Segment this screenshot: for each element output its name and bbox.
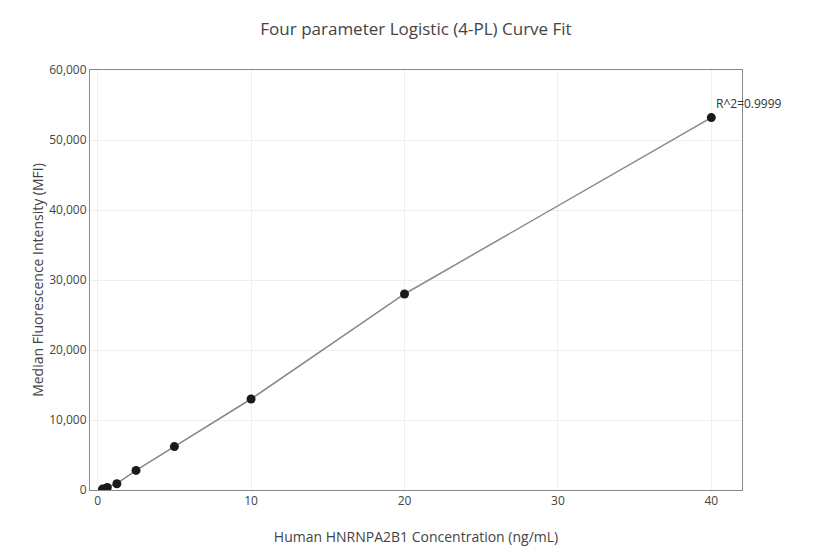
svg-text:Four parameter Logistic (4-PL): Four parameter Logistic (4-PL) Curve Fit xyxy=(260,17,571,40)
svg-text:40,000: 40,000 xyxy=(49,201,87,218)
svg-text:10,000: 10,000 xyxy=(49,411,87,428)
svg-text:Human HNRNPA2B1 Concentration: Human HNRNPA2B1 Concentration (ng/mL) xyxy=(274,527,558,546)
svg-text:20,000: 20,000 xyxy=(49,341,87,358)
svg-text:0: 0 xyxy=(80,481,87,498)
svg-text:10: 10 xyxy=(244,492,258,509)
svg-text:30: 30 xyxy=(551,492,565,509)
svg-text:R^2=0.9999: R^2=0.9999 xyxy=(716,95,782,112)
svg-text:40: 40 xyxy=(704,492,718,509)
svg-text:0: 0 xyxy=(94,492,101,509)
svg-text:60,000: 60,000 xyxy=(49,61,87,78)
svg-text:50,000: 50,000 xyxy=(49,131,87,148)
svg-text:Median Fluorescence Intensity: Median Fluorescence Intensity (MFI) xyxy=(28,163,47,397)
svg-text:30,000: 30,000 xyxy=(49,271,87,288)
svg-text:20: 20 xyxy=(398,492,412,509)
